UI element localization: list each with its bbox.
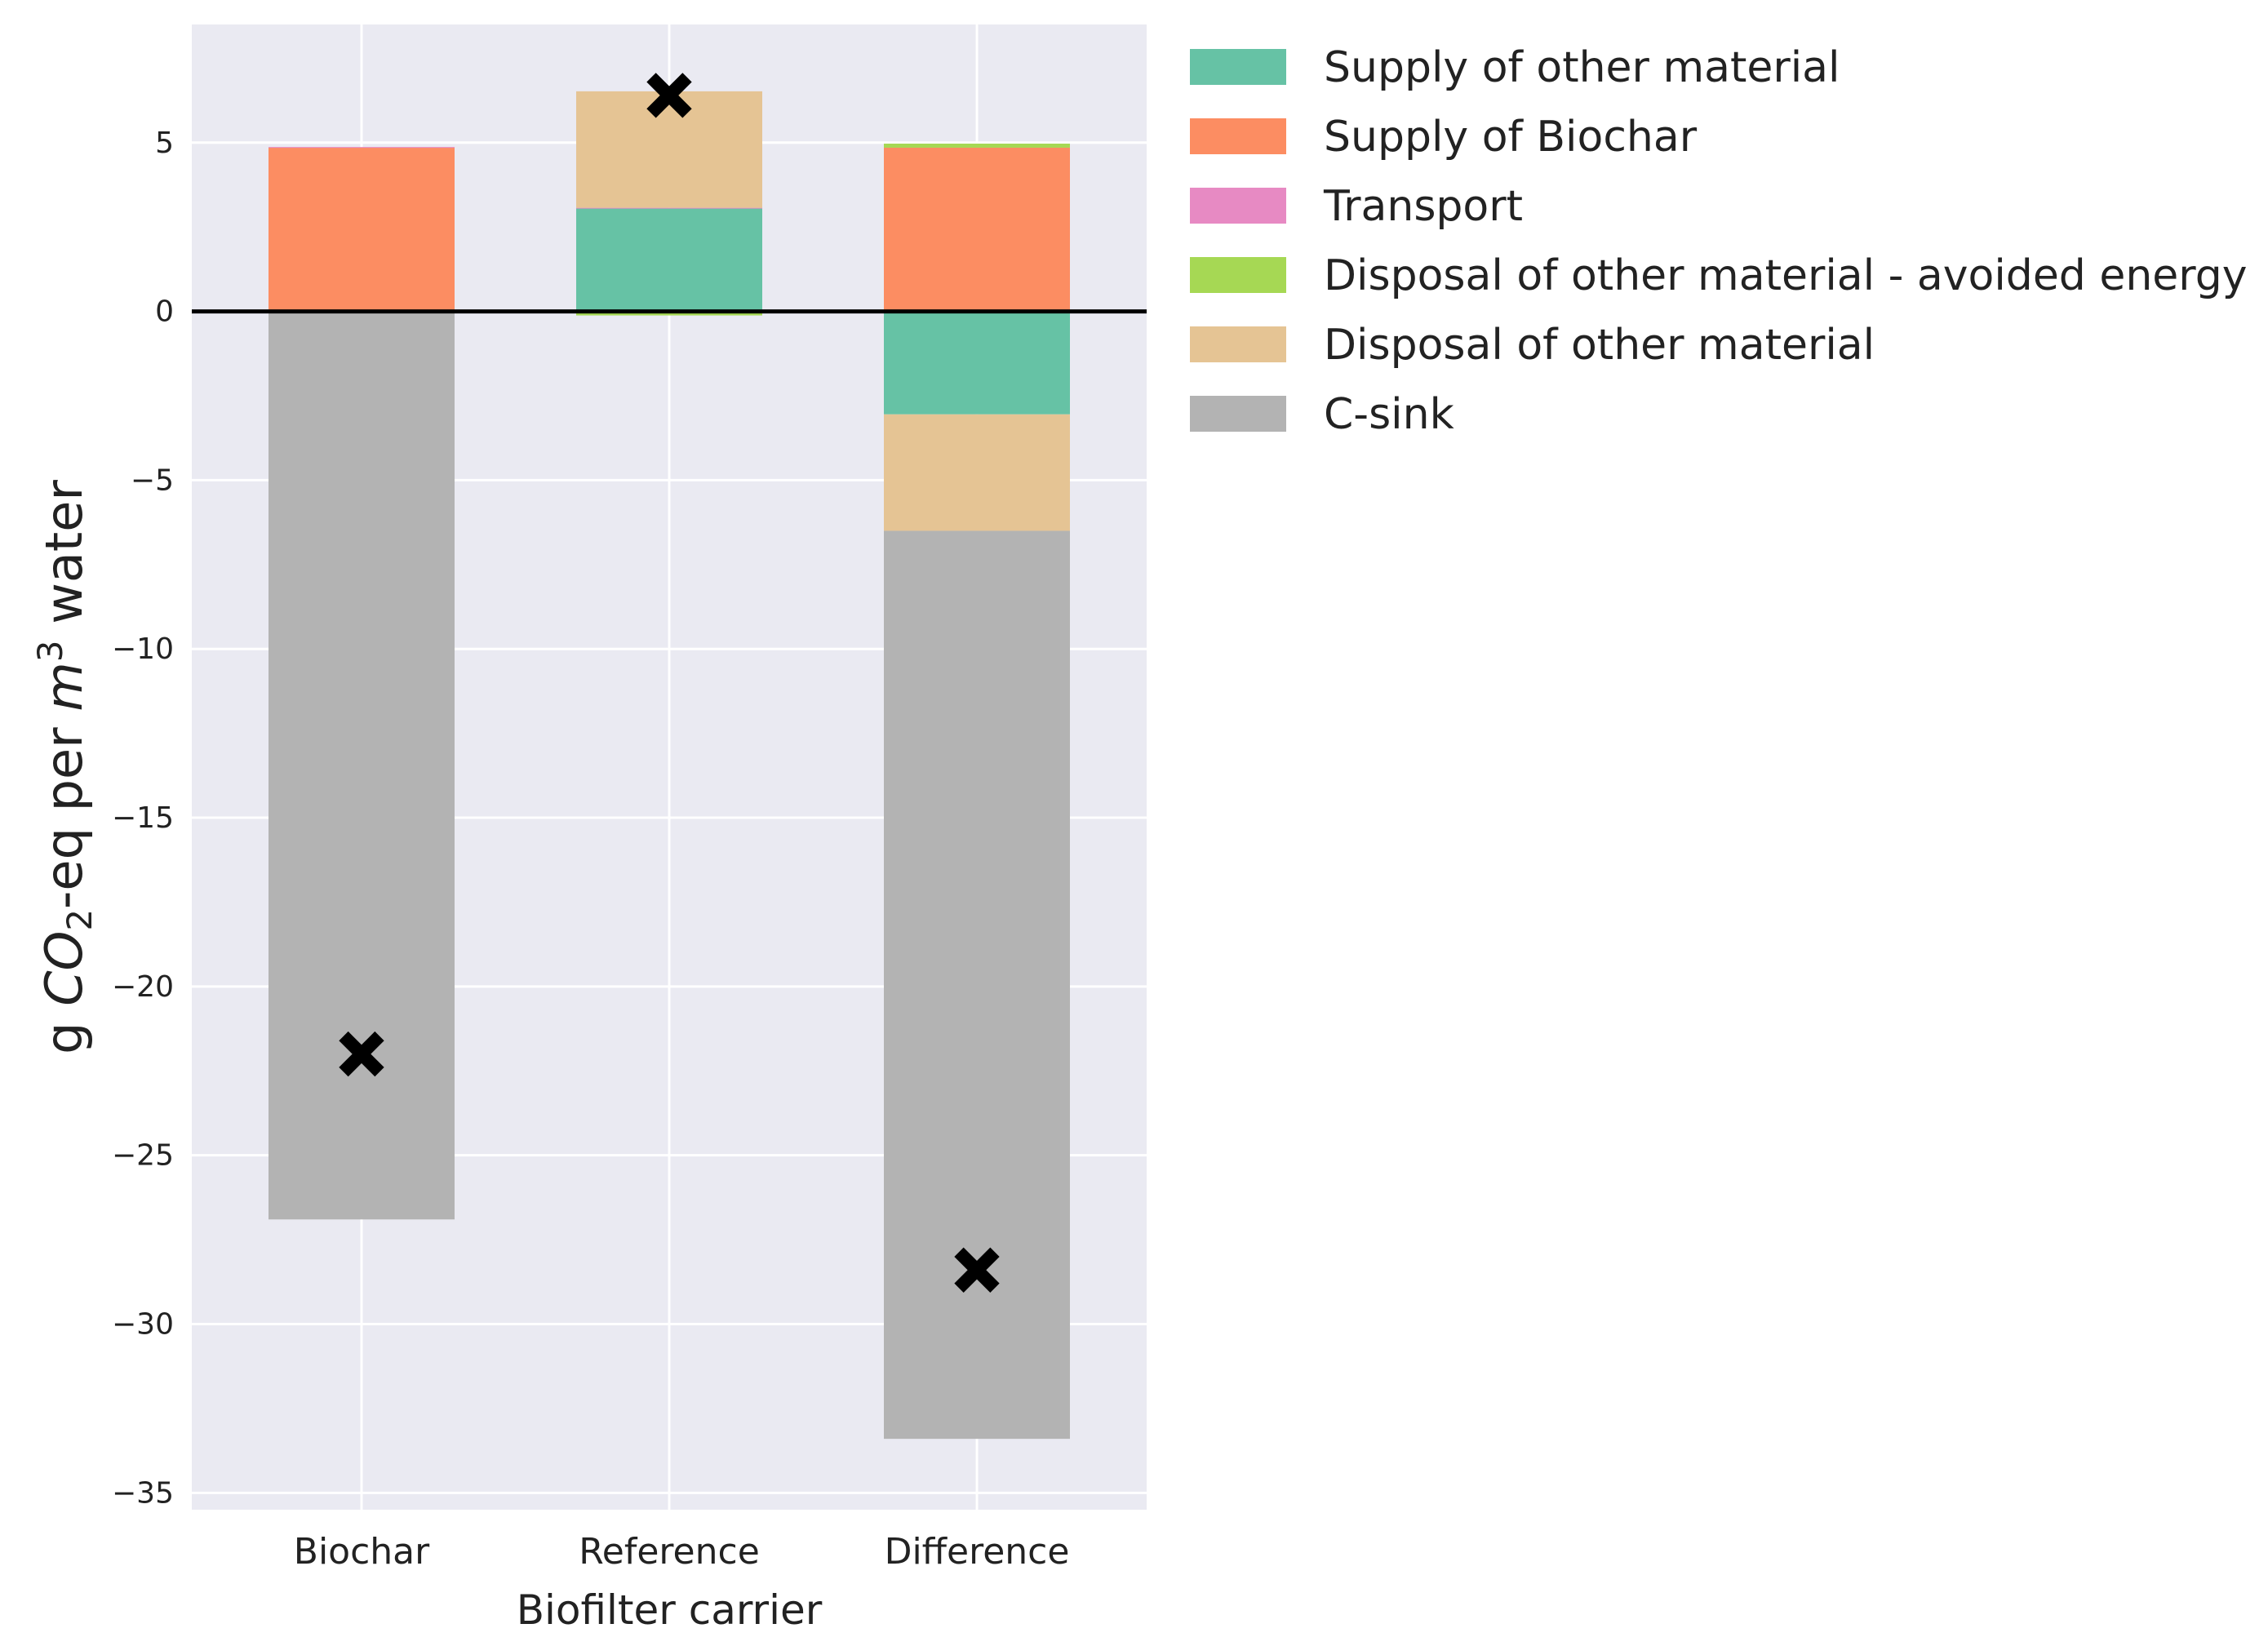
legend-entry: Disposal of other material <box>1190 321 1875 370</box>
y-tick-label: −20 <box>112 970 174 1004</box>
legend-label: Disposal of other material - avoided ene… <box>1324 251 2248 300</box>
bar-segment <box>884 530 1070 1440</box>
y-tick-label: −10 <box>112 632 174 666</box>
y-tick-label: −25 <box>112 1139 174 1173</box>
legend-label: C-sink <box>1324 390 1454 439</box>
net-total-marker <box>954 1247 1000 1293</box>
bar-segment <box>884 147 1070 312</box>
y-tick-label: −30 <box>112 1308 174 1342</box>
legend-entry: C-sink <box>1190 390 1454 439</box>
y-axis-label-volume: m <box>34 662 94 711</box>
y-tick-labels: 5 0 −5 −10 −15 −20 −25 −30 −35 <box>112 126 174 1511</box>
bars <box>269 91 1070 1440</box>
bar-segment <box>884 311 1070 415</box>
y-tick-label: −35 <box>112 1476 174 1510</box>
legend-swatch <box>1190 396 1286 432</box>
legend-swatch <box>1190 49 1286 85</box>
net-total-marker <box>646 73 692 118</box>
y-axis-label-unit: CO <box>34 931 94 1006</box>
legend-label: Disposal of other material <box>1324 321 1875 370</box>
y-axis-label-middle: -eq per <box>34 712 94 909</box>
legend-swatch <box>1190 257 1286 293</box>
legend-entry: Disposal of other material - avoided ene… <box>1190 251 2248 300</box>
legend-entry: Supply of other material <box>1190 43 1840 92</box>
legend-entry: Supply of Biochar <box>1190 113 1698 162</box>
y-axis-label-suffix: water <box>34 480 94 641</box>
x-tick-labels: Biochar Reference Difference <box>294 1531 1070 1573</box>
x-tick-label: Biochar <box>294 1531 430 1573</box>
legend-label: Supply of Biochar <box>1324 113 1698 162</box>
bar-segment <box>884 414 1070 531</box>
net-total-marker <box>339 1031 384 1077</box>
legend-swatch <box>1190 326 1286 362</box>
y-axis-label-superscript: 3 <box>30 641 70 663</box>
x-tick-label: Reference <box>579 1531 760 1573</box>
y-tick-label: −15 <box>112 801 174 835</box>
x-tick-label: Difference <box>885 1531 1070 1573</box>
bar-segment <box>576 91 762 208</box>
y-axis-label-prefix: g <box>34 1006 94 1054</box>
legend-entry: Transport <box>1190 182 1523 231</box>
bar-segment <box>269 147 455 312</box>
legend-label: Supply of other material <box>1324 43 1840 92</box>
bar-segment <box>884 144 1070 148</box>
bar-segment <box>576 208 762 312</box>
x-axis-label: Biofilter carrier <box>517 1586 823 1634</box>
bar-segment <box>269 311 455 1220</box>
y-tick-label: −5 <box>131 464 174 497</box>
net-markers <box>339 73 1000 1293</box>
legend: Supply of other material Supply of Biocha… <box>1190 43 2248 439</box>
legend-label: Transport <box>1323 182 1523 231</box>
y-axis-label-subscript: 2 <box>60 909 100 931</box>
bar-segment <box>269 147 455 149</box>
legend-swatch <box>1190 188 1286 224</box>
y-tick-label: 5 <box>155 126 174 160</box>
y-axis-label: g CO2-eq per m3 water <box>30 480 100 1054</box>
legend-swatch <box>1190 118 1286 154</box>
y-tick-label: 0 <box>155 295 174 329</box>
bar-segment <box>576 207 762 209</box>
